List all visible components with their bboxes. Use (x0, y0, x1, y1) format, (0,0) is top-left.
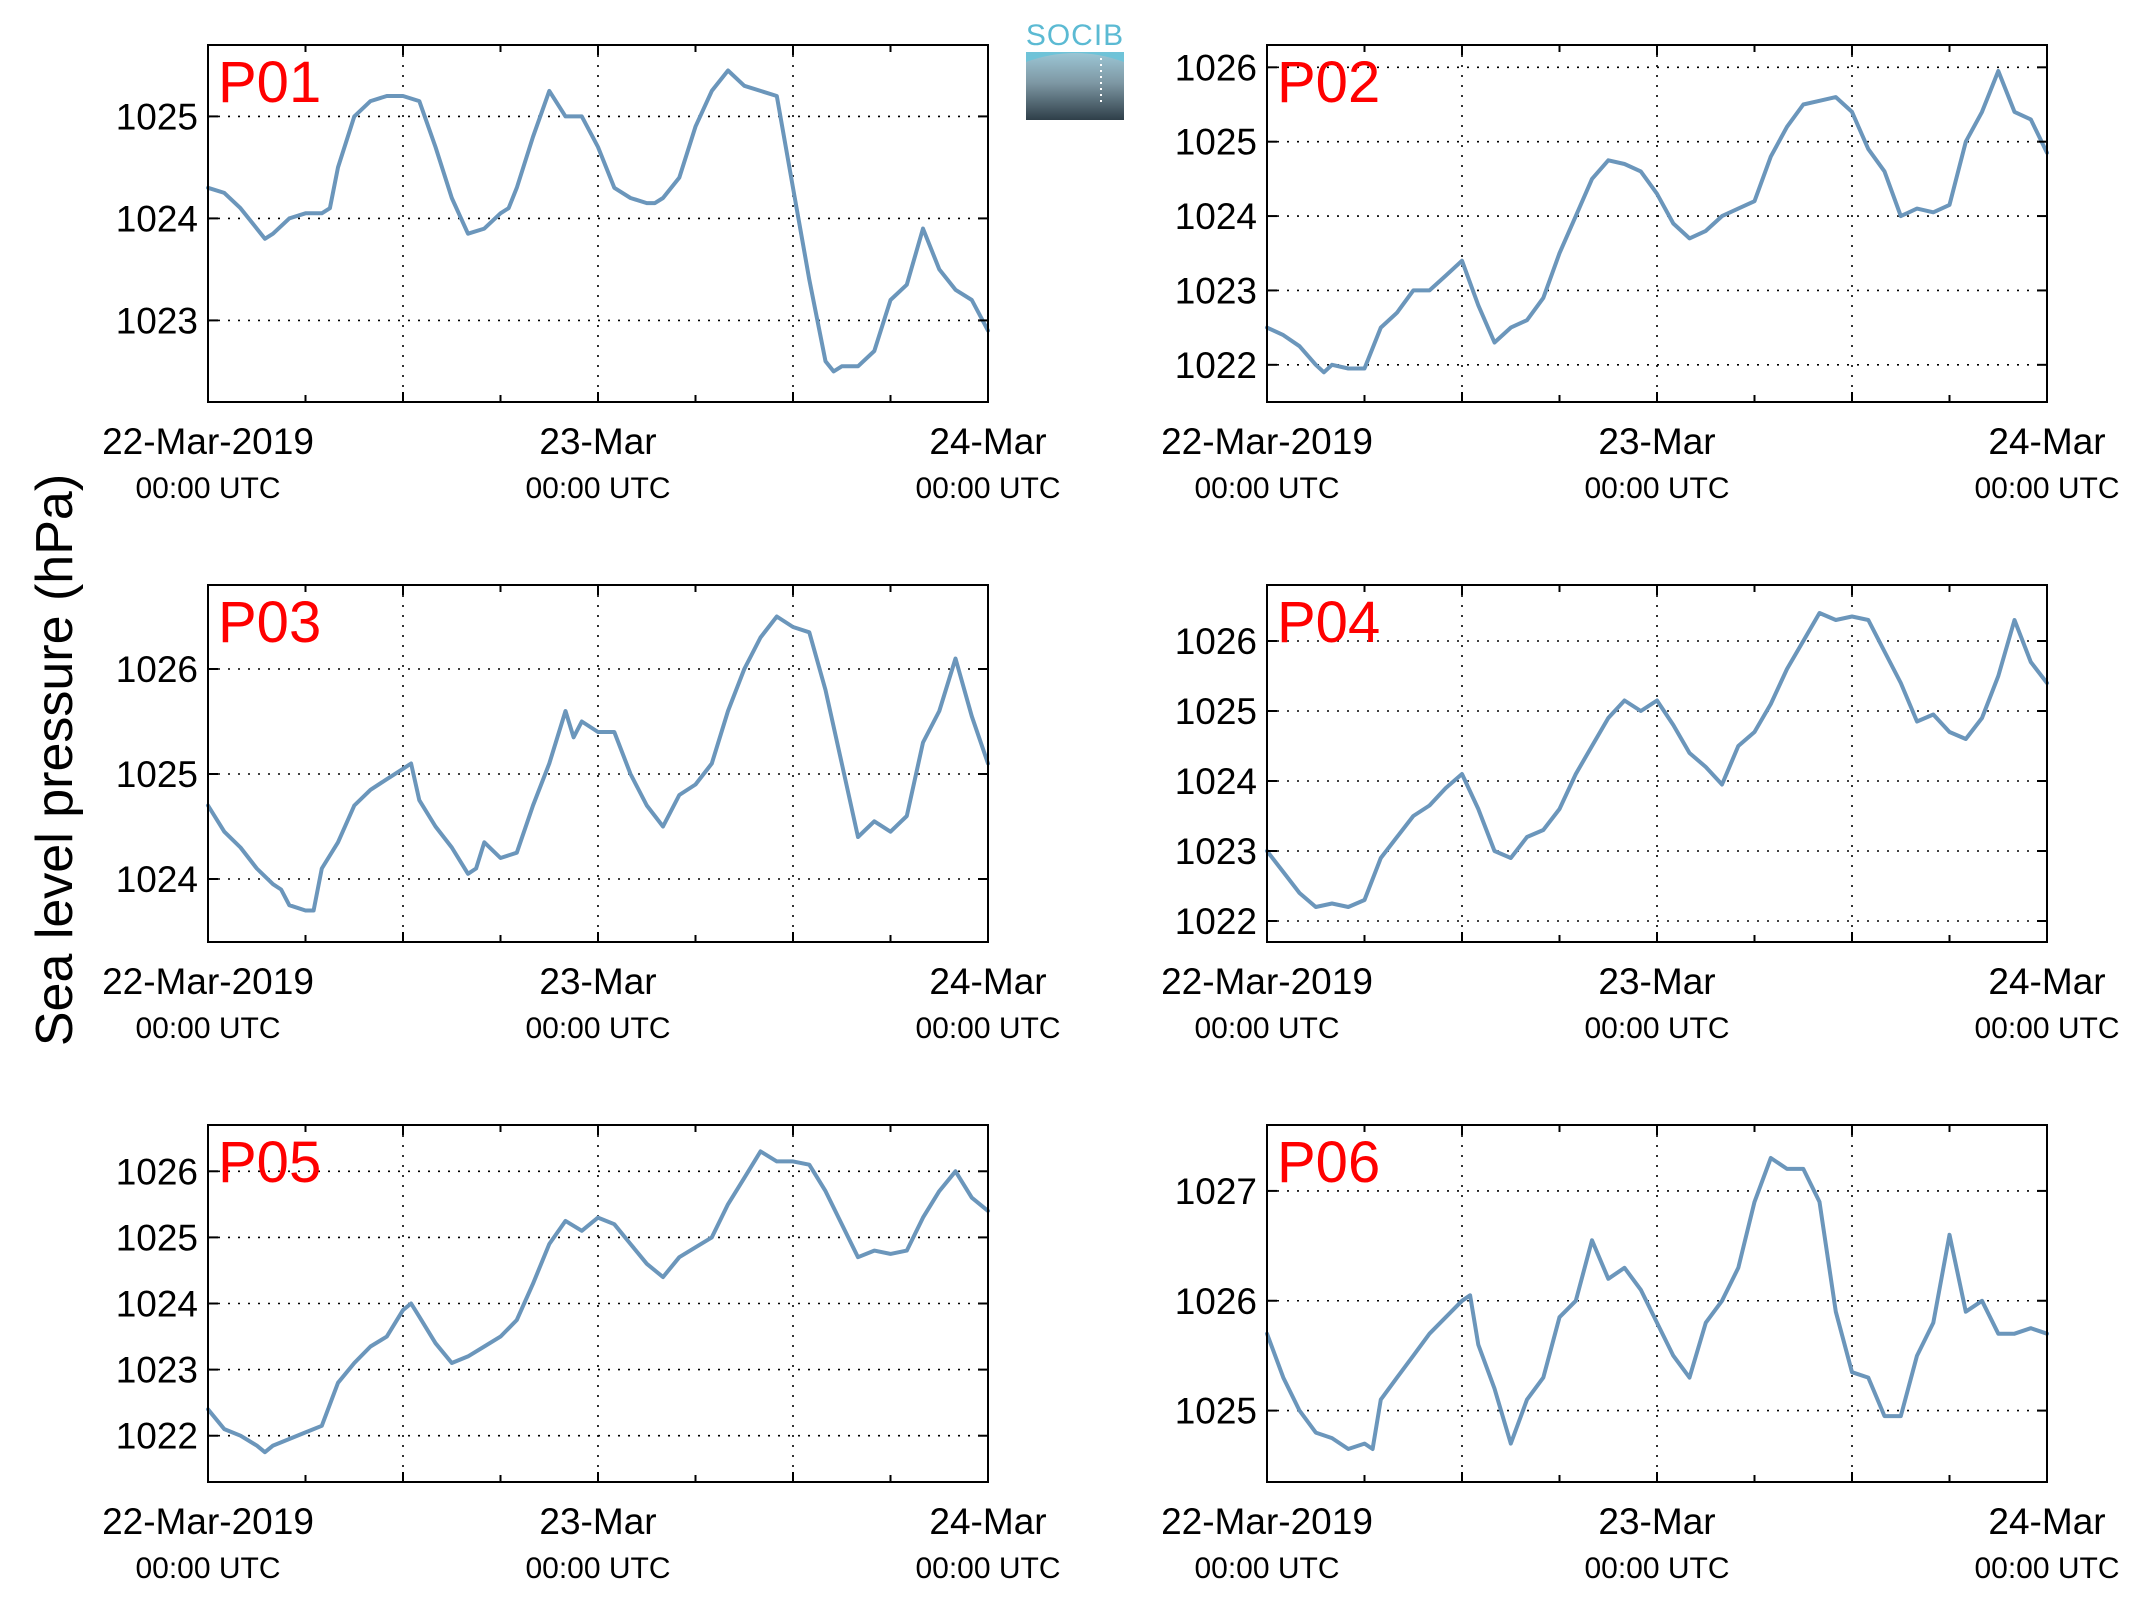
p06-xtick-time: 00:00 UTC (1194, 1552, 1339, 1585)
p05-label: P05 (218, 1130, 321, 1195)
p05-ytick-label: 1026 (116, 1151, 198, 1192)
p02-xtick-time: 00:00 UTC (1974, 472, 2119, 505)
p01-series-line (206, 68, 990, 374)
p05-ytick-label: 1022 (116, 1416, 198, 1457)
p04-xtick-label: 24-Mar (1988, 961, 2105, 1002)
p06-xtick-time: 00:00 UTC (1584, 1552, 1729, 1585)
socib-logo: SOCIB (1026, 19, 1124, 120)
p02-label: P02 (1277, 50, 1380, 115)
p05-xtick-label: 23-Mar (539, 1501, 656, 1542)
p06-ytick-label: 1026 (1175, 1281, 1257, 1322)
p04-xtick-time: 00:00 UTC (1584, 1012, 1729, 1045)
p02-ytick-label: 1023 (1175, 270, 1257, 311)
p05-xtick-time: 00:00 UTC (915, 1552, 1060, 1585)
p02-xtick-time: 00:00 UTC (1194, 472, 1339, 505)
p06-xtick-time: 00:00 UTC (1974, 1552, 2119, 1585)
p06-xtick-label: 23-Mar (1598, 1501, 1715, 1542)
p01-axes-box (207, 44, 989, 403)
p03-ytick-label: 1026 (116, 649, 198, 690)
p04-axes-box (1266, 584, 2048, 943)
p03-label: P03 (218, 590, 321, 655)
p02-xtick-label: 22-Mar-2019 (1161, 421, 1373, 462)
p04-panel: 1022 1023 1024 1025 1026 22-Mar-2019 00:00 UTC… (1161, 584, 2120, 1045)
p03-ytick-label: 1024 (116, 859, 198, 900)
p03-xtick-time: 00:00 UTC (915, 1012, 1060, 1045)
p05-xtick-label: 24-Mar (929, 1501, 1046, 1542)
p04-ytick-label: 1026 (1175, 621, 1257, 662)
p04-ytick-label: 1024 (1175, 761, 1257, 802)
y-axis-title: Sea level pressure (hPa) (26, 474, 84, 1046)
p04-ytick-label: 1023 (1175, 831, 1257, 872)
p04-xtick-time: 00:00 UTC (1974, 1012, 2119, 1045)
p06-label: P06 (1277, 1130, 1380, 1195)
p05-xtick-time: 00:00 UTC (525, 1552, 670, 1585)
p02-axes-box (1266, 44, 2048, 403)
p06-xtick-label: 22-Mar-2019 (1161, 1501, 1373, 1542)
p05-ytick-label: 1025 (116, 1217, 198, 1258)
p05-ytick-label: 1023 (116, 1350, 198, 1391)
p05-ytick-label: 1024 (116, 1284, 198, 1325)
p03-xtick-label: 24-Mar (929, 961, 1046, 1002)
p04-series-line (1265, 611, 2049, 909)
p01-panel: 1023 1024 1025 22-Mar-2019 00:00 UTC 23-Mar 00… (102, 44, 1061, 505)
p02-panel: 1022 1023 1024 1025 1026 22-Mar-2019 00:00 UTC… (1161, 44, 2120, 505)
p06-ytick-label: 1025 (1175, 1391, 1257, 1432)
p02-xtick-label: 24-Mar (1988, 421, 2105, 462)
p04-xtick-time: 00:00 UTC (1194, 1012, 1339, 1045)
p03-panel: 1024 1025 1026 22-Mar-2019 00:00 UTC 23-Mar 00… (102, 584, 1061, 1045)
p02-ytick-label: 1026 (1175, 47, 1257, 88)
p01-label: P01 (218, 50, 321, 115)
p03-xtick-time: 00:00 UTC (135, 1012, 280, 1045)
p03-ytick-label: 1025 (116, 754, 198, 795)
p04-ytick-label: 1025 (1175, 691, 1257, 732)
p02-ytick-label: 1024 (1175, 196, 1257, 237)
p03-axes-box (207, 584, 989, 943)
p02-series-line (1265, 69, 2049, 375)
p05-xtick-time: 00:00 UTC (135, 1552, 280, 1585)
panels: 1023 1024 1025 22-Mar-2019 00:00 UTC 23-Mar 00… (102, 44, 2120, 1585)
p06-xtick-label: 24-Mar (1988, 1501, 2105, 1542)
p04-ytick-label: 1022 (1175, 901, 1257, 942)
p03-series-line (206, 614, 990, 913)
p06-series-line (1265, 1156, 2049, 1451)
p03-xtick-time: 00:00 UTC (525, 1012, 670, 1045)
p03-xtick-label: 22-Mar-2019 (102, 961, 314, 1002)
p01-ytick-label: 1024 (116, 198, 198, 239)
p01-ytick-label: 1023 (116, 300, 198, 341)
p03-xtick-label: 23-Mar (539, 961, 656, 1002)
p01-xtick-time: 00:00 UTC (525, 472, 670, 505)
p02-xtick-time: 00:00 UTC (1584, 472, 1729, 505)
p02-ytick-label: 1025 (1175, 122, 1257, 163)
p05-panel: 1022 1023 1024 1025 1026 22-Mar-2019 00:00 UTC… (102, 1124, 1061, 1585)
p04-xtick-label: 23-Mar (1598, 961, 1715, 1002)
p05-series-line (206, 1149, 990, 1455)
p01-xtick-label: 23-Mar (539, 421, 656, 462)
p01-xtick-label: 24-Mar (929, 421, 1046, 462)
socib-logo-text: SOCIB (1026, 19, 1124, 52)
p02-ytick-label: 1022 (1175, 345, 1257, 386)
p05-xtick-label: 22-Mar-2019 (102, 1501, 314, 1542)
p06-ytick-label: 1027 (1175, 1171, 1257, 1212)
p01-ytick-label: 1025 (116, 96, 198, 137)
p02-xtick-label: 23-Mar (1598, 421, 1715, 462)
p01-xtick-label: 22-Mar-2019 (102, 421, 314, 462)
p06-axes-box (1266, 1124, 2048, 1483)
p04-label: P04 (1277, 590, 1380, 655)
p01-xtick-time: 00:00 UTC (915, 472, 1060, 505)
p01-xtick-time: 00:00 UTC (135, 472, 280, 505)
p04-xtick-label: 22-Mar-2019 (1161, 961, 1373, 1002)
p06-panel: 1025 1026 1027 22-Mar-2019 00:00 UTC 23-Mar 00… (1161, 1124, 2120, 1585)
